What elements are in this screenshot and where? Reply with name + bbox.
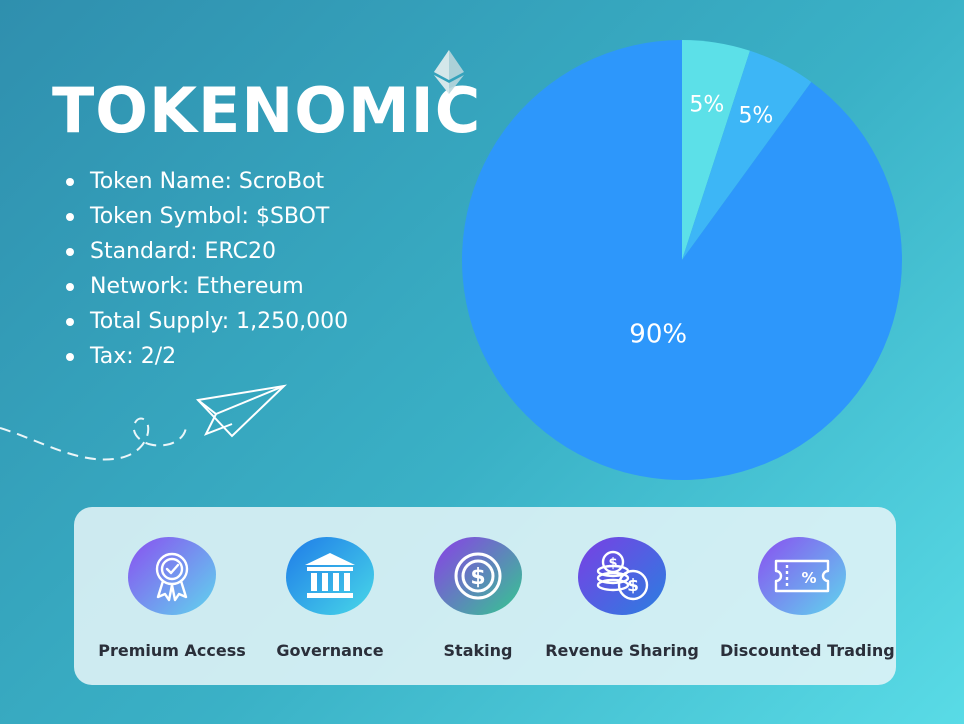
token-info-item: Token Symbol: $SBOT	[66, 201, 348, 236]
feature-label: Revenue Sharing	[545, 641, 699, 660]
page-title: TOKENOMIC	[52, 74, 482, 147]
token-info-item: Total Supply: 1,250,000	[66, 306, 348, 341]
pie-slice	[461, 39, 902, 480]
feature-discounted-trading: % Discounted Trading	[720, 537, 895, 660]
feature-revenue-sharing: $ $ Revenue Sharing	[540, 537, 704, 660]
token-tax: Tax: 2/2	[90, 344, 177, 369]
bullet-icon	[66, 213, 74, 221]
utility-panel: Premium Access Governance	[74, 507, 896, 685]
award-ribbon-icon	[128, 537, 216, 615]
feature-staking: $ Staking	[396, 537, 560, 660]
allocation-pie-chart: 5% 5% 90%	[461, 39, 902, 480]
pie-slice-label: 5%	[689, 92, 724, 117]
discount-ticket-icon: %	[758, 537, 846, 615]
bullet-icon	[66, 248, 74, 256]
svg-text:%: %	[801, 569, 816, 587]
bank-building-icon	[286, 537, 374, 615]
dollar-coin-icon: $	[434, 537, 522, 615]
token-standard: Standard: ERC20	[90, 239, 276, 264]
token-info-item: Tax: 2/2	[66, 341, 348, 376]
pie-slice-label: 90%	[629, 319, 687, 349]
bullet-icon	[66, 178, 74, 186]
token-name: Token Name: ScroBot	[90, 169, 325, 194]
pie-slice-label: 5%	[738, 104, 773, 129]
feature-label: Staking	[443, 641, 513, 660]
bullet-icon	[66, 283, 74, 291]
ethereum-icon	[434, 50, 464, 94]
token-symbol: Token Symbol: $SBOT	[90, 204, 330, 229]
token-info-item: Token Name: ScroBot	[66, 166, 348, 201]
bullet-icon	[66, 318, 74, 326]
token-info-item: Network: Ethereum	[66, 271, 348, 306]
svg-text:$: $	[627, 576, 639, 596]
feature-governance: Governance	[248, 537, 412, 660]
svg-text:$: $	[470, 565, 485, 590]
pie-slice	[682, 50, 812, 260]
feature-label: Discounted Trading	[720, 641, 895, 660]
bullet-icon	[66, 353, 74, 361]
token-info-list: Token Name: ScroBot Token Symbol: $SBOT …	[66, 166, 348, 376]
svg-text:$: $	[608, 556, 617, 571]
pie-slice	[682, 40, 750, 260]
token-info-item: Standard: ERC20	[66, 236, 348, 271]
feature-label: Governance	[276, 641, 384, 660]
feature-label: Premium Access	[98, 641, 246, 660]
feature-premium-access: Premium Access	[90, 537, 254, 660]
token-network: Network: Ethereum	[90, 274, 304, 299]
token-total-supply: Total Supply: 1,250,000	[90, 309, 349, 334]
coin-stack-icon: $ $	[578, 537, 666, 615]
paper-plane-icon	[0, 384, 288, 461]
